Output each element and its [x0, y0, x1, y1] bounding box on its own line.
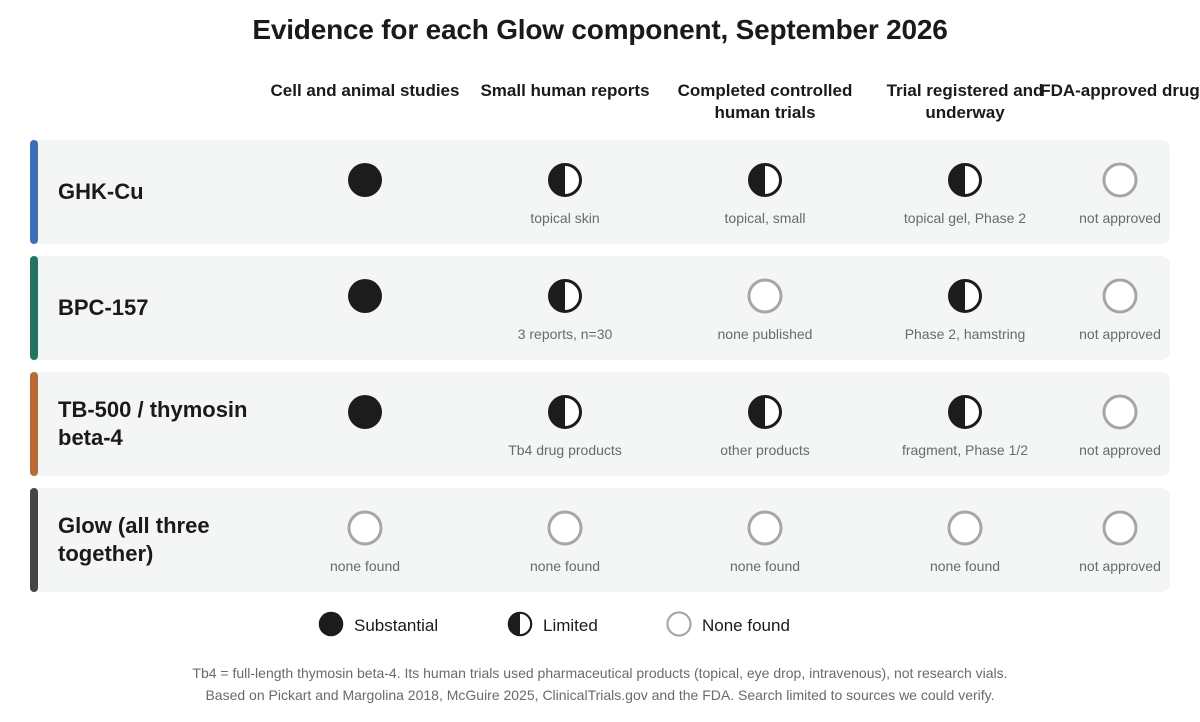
evidence-cell: none found [675, 488, 855, 592]
limited-evidence-icon [747, 162, 783, 198]
cell-note: not approved [1079, 558, 1161, 574]
none-found-icon [666, 610, 702, 642]
evidence-cell: 3 reports, n=30 [475, 256, 655, 360]
evidence-cell: none found [875, 488, 1055, 592]
row-label: TB-500 / thymosin beta-4 [58, 397, 248, 450]
none-evidence-icon [1102, 394, 1138, 430]
none-evidence-icon [947, 510, 983, 546]
row-card: Glow (all three together) none found none … [30, 488, 1170, 592]
legend-label: Limited [543, 616, 598, 635]
legend-limited: Limited [507, 611, 598, 642]
limited-evidence-icon [547, 394, 583, 430]
evidence-cell: other products [675, 372, 855, 476]
evidence-cell: Phase 2, hamstring [875, 256, 1055, 360]
evidence-cell: topical skin [475, 140, 655, 244]
legend-label: Substantial [354, 616, 439, 635]
cell-note: not approved [1079, 210, 1161, 226]
limited-evidence-icon [747, 394, 783, 430]
legend-substantial: Substantial [318, 611, 439, 642]
row-label: GHK-Cu [58, 179, 144, 204]
row-label: BPC-157 [58, 295, 149, 320]
evidence-cell: none published [675, 256, 855, 360]
cell-note: Phase 2, hamstring [904, 326, 1026, 342]
evidence-cell [275, 140, 455, 244]
evidence-cell: not approved [1030, 372, 1200, 476]
cell-note: none found [529, 558, 601, 574]
legend-none-found: None found [666, 610, 790, 642]
evidence-cell [275, 256, 455, 360]
evidence-cell: not approved [1030, 256, 1200, 360]
column-header: Completed controlled human trials [677, 81, 853, 122]
row-color-bar [30, 372, 38, 476]
limited-evidence-icon [947, 394, 983, 430]
evidence-cell: topical gel, Phase 2 [875, 140, 1055, 244]
substantial-icon [318, 611, 354, 642]
row-color-bar [30, 140, 38, 244]
row-card: BPC-157 3 reports, n=30 none published Phas… [30, 256, 1170, 360]
limited-evidence-icon [547, 278, 583, 314]
legend-label: None found [702, 616, 790, 635]
limited-evidence-icon [947, 278, 983, 314]
evidence-cell: none found [275, 488, 455, 592]
chart-title: Evidence for each Glow component, Septem… [252, 14, 948, 45]
evidence-cell [275, 372, 455, 476]
cell-note: fragment, Phase 1/2 [901, 442, 1029, 458]
cell-note: none found [329, 558, 401, 574]
none-evidence-icon [747, 510, 783, 546]
substantial-evidence-icon [347, 278, 383, 314]
substantial-evidence-icon [347, 394, 383, 430]
none-evidence-icon [1102, 162, 1138, 198]
evidence-cell: fragment, Phase 1/2 [875, 372, 1055, 476]
evidence-cell: not approved [1030, 488, 1200, 592]
substantial-evidence-icon [347, 162, 383, 198]
evidence-cell: Tb4 drug products [475, 372, 655, 476]
column-header: Cell and animal studies [270, 81, 460, 100]
evidence-cell: not approved [1030, 140, 1200, 244]
column-header: Small human reports [480, 81, 650, 100]
row-label: Glow (all three together) [58, 513, 210, 566]
none-evidence-icon [747, 278, 783, 314]
none-evidence-icon [1102, 510, 1138, 546]
cell-note: none published [717, 326, 813, 342]
none-evidence-icon [1102, 278, 1138, 314]
cell-note: none found [729, 558, 801, 574]
row-color-bar [30, 256, 38, 360]
limited-evidence-icon [547, 162, 583, 198]
limited-evidence-icon [947, 162, 983, 198]
footnote-line-2: Based on Pickart and Margolina 2018, McG… [205, 687, 995, 703]
cell-note: topical, small [724, 210, 806, 226]
limited-icon [507, 611, 543, 642]
cell-note: topical gel, Phase 2 [903, 210, 1027, 226]
column-header: FDA-approved drug [1040, 81, 1200, 100]
cell-note: none found [929, 558, 1001, 574]
evidence-cell: none found [475, 488, 655, 592]
evidence-cell: topical, small [675, 140, 855, 244]
row-card: GHK-Cu topical skin topical, small topical … [30, 140, 1170, 244]
row-card: TB-500 / thymosin beta-4 Tb4 drug product… [30, 372, 1170, 476]
cell-note: not approved [1079, 326, 1161, 342]
cell-note: Tb4 drug products [508, 442, 622, 458]
cell-note: not approved [1079, 442, 1161, 458]
cell-note: 3 reports, n=30 [517, 326, 613, 342]
none-evidence-icon [547, 510, 583, 546]
row-color-bar [30, 488, 38, 592]
none-evidence-icon [347, 510, 383, 546]
cell-note: other products [720, 442, 810, 458]
footnote-line-1: Tb4 = full-length thymosin beta-4. Its h… [192, 665, 1008, 681]
column-header: Trial registered and underway [886, 81, 1044, 122]
cell-note: topical skin [530, 210, 600, 226]
